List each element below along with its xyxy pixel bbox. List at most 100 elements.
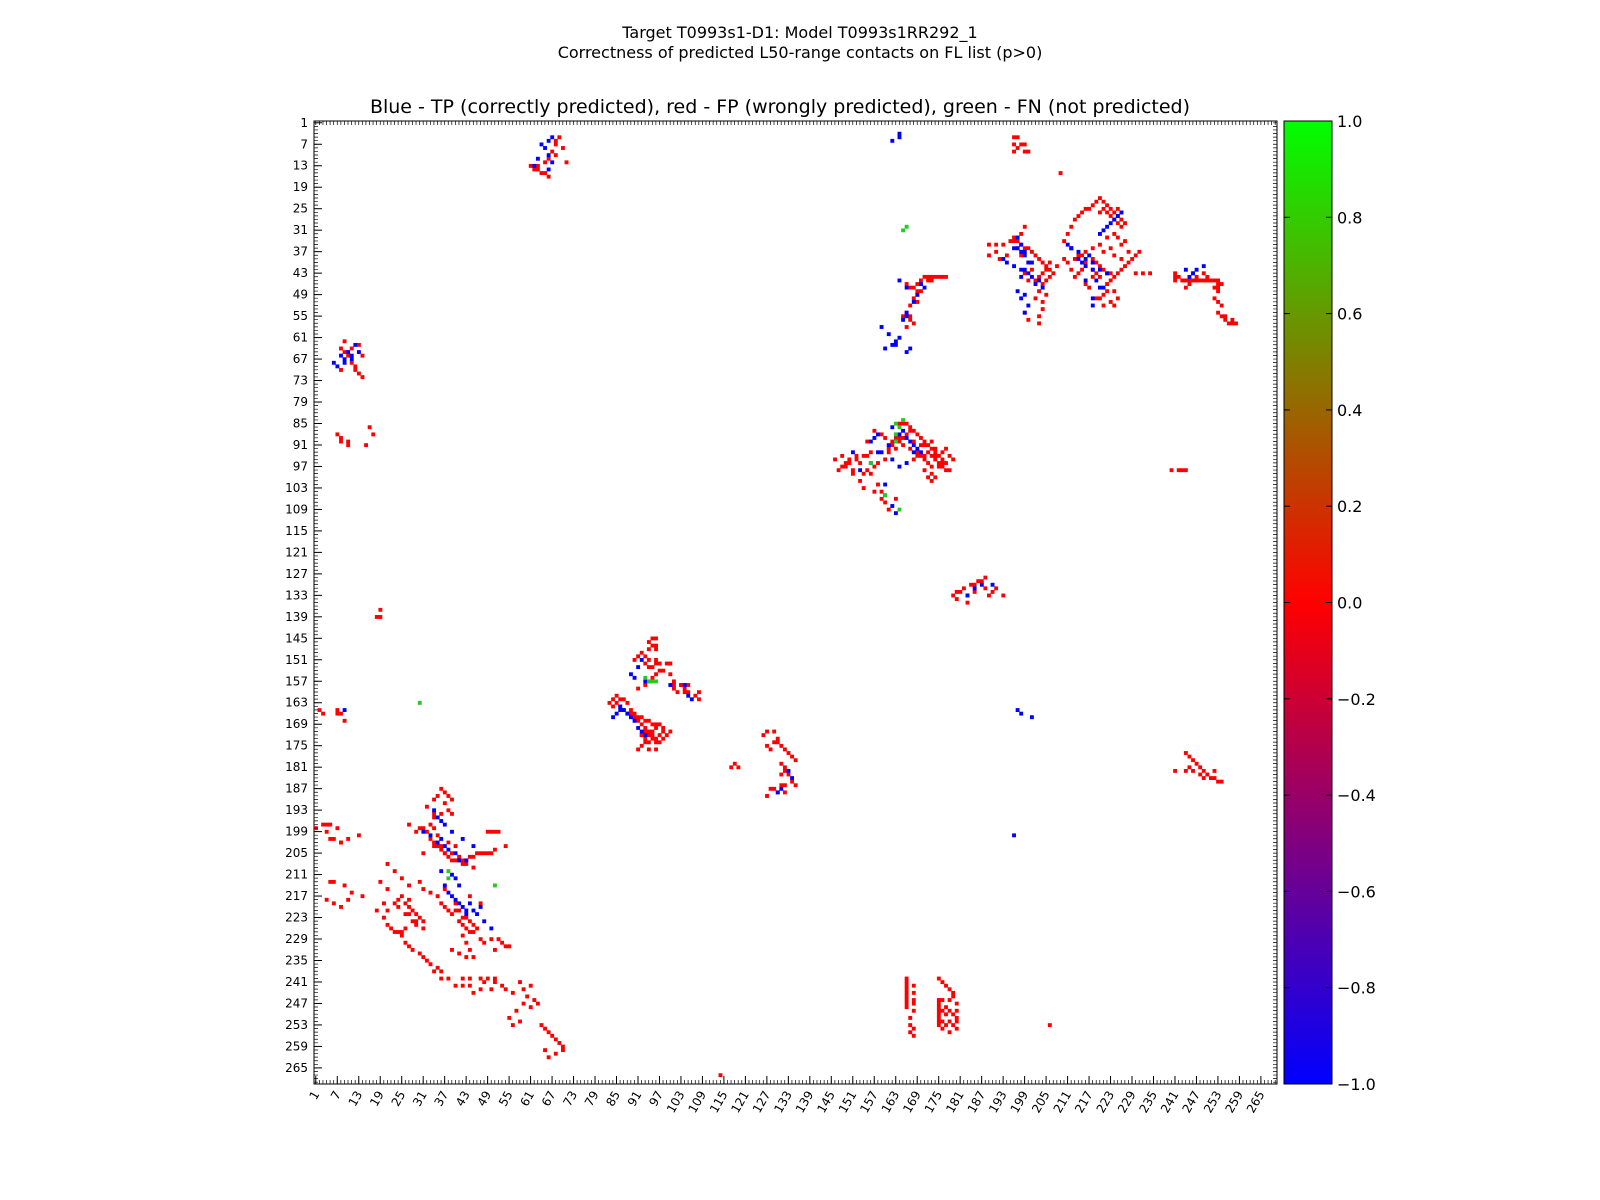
contact-cell-fp [514,1008,519,1013]
contact-cell-tp [872,436,877,440]
contact-cell-fp [657,740,662,745]
contact-cell-fp [632,657,637,662]
contact-cell-fp [911,296,916,301]
contact-cell-fp [435,844,440,849]
contact-cell-fp [843,464,848,469]
contact-cell-fp [944,983,948,988]
contact-cell-fp [994,242,999,247]
contact-cell-fp [1033,253,1038,258]
contact-cell-fp [435,833,440,838]
contact-cell-fp [417,879,422,884]
contact-cell-tp [1037,278,1042,283]
contact-cell-fp [850,468,855,473]
contact-cell-fp [929,446,934,451]
contact-cell-tp [886,443,891,448]
contact-cell-fp [1098,242,1102,247]
contact-cell-tp [1098,231,1102,236]
contact-cell-fn [868,461,873,465]
contact-cell-fp [478,901,483,906]
contact-cell-fp [321,711,326,716]
contact-cell-fp [1212,285,1217,290]
contact-cell-fp [1065,260,1070,265]
contact-cell-tp [1069,246,1074,251]
contact-cell-fp [1201,278,1206,283]
contact-cell-fp [940,980,945,985]
contact-cell-fp [893,496,898,501]
contact-cell-fp [417,826,422,831]
contact-cell-fp [929,278,934,283]
contact-cell-fp [904,1001,909,1006]
contact-cell-fp [1072,257,1077,261]
contact-cell-fp [557,1041,562,1045]
contact-cell-fp [1062,239,1067,244]
contact-cell-fp [1115,235,1120,240]
contact-cell-fp [1101,292,1106,297]
contact-cell-fp [675,690,680,695]
contact-cell-tp [908,346,913,351]
contact-cell-fp [897,439,902,444]
contact-cell-fp [378,879,383,884]
contact-cell-fp [460,922,465,927]
contact-cell-tp [682,683,687,687]
contact-cell-fp [1216,282,1221,286]
contact-cell-fp [1108,271,1113,276]
contact-cell-fp [1098,196,1102,201]
contact-cell-fp [1012,149,1016,154]
contact-cell-fp [843,461,848,465]
contact-cell-tp [435,840,440,845]
contact-cell-fp [947,453,952,458]
contact-cells [314,131,1238,1078]
contact-cell-fp [1198,278,1203,283]
contact-cell-fp [1115,296,1120,301]
contact-cell-fp [994,586,999,591]
contact-cell-fp [901,421,905,426]
contact-cell-tp [450,894,454,899]
x-tick-label: 151 [836,1089,860,1116]
contact-cell-fp [936,1023,941,1028]
contact-cell-fp [936,1001,941,1006]
contact-cell-tp [335,364,340,369]
contact-cell-fp [360,894,365,899]
contact-cell-fp [1040,282,1045,286]
y-tick-label: 223 [285,911,308,925]
contact-cell-tp [897,335,902,340]
y-tick-label: 67 [293,352,308,366]
contact-cell-fp [629,708,633,712]
contact-cell-fp [643,661,648,666]
contact-cell-fp [915,432,920,437]
contact-cell-fp [911,983,916,988]
contact-cell-fp [611,704,616,709]
contact-cell-fp [646,747,651,752]
contact-cell-tp [1187,274,1192,279]
contact-cell-fp [335,826,340,831]
contact-cell-fp [1180,278,1185,283]
contact-cell-fp [346,897,351,902]
contact-cell-tp [1080,260,1084,265]
contact-cell-fp [765,743,769,748]
contact-cell-fp [861,471,866,476]
contact-cell-fp [915,453,920,458]
contact-cell-fp [339,905,343,909]
contact-cell-fn [446,876,451,881]
x-tick-label: 37 [432,1089,452,1109]
contact-cell-fp [421,955,426,959]
contact-cell-fp [421,926,426,931]
contact-cell-fp [453,908,458,913]
contact-cell-tp [1012,833,1016,838]
contact-cell-fp [539,1023,544,1028]
contact-cell-fp [489,987,494,992]
contact-cell-fp [879,489,884,494]
contact-cell-fp [561,1044,565,1049]
contact-cell-fp [432,844,437,849]
contact-cell-fp [532,998,537,1002]
contact-cell-fp [650,643,655,648]
contact-cell-fp [1119,224,1124,229]
y-tick-label: 133 [285,588,308,602]
contact-cell-fp [947,1008,952,1013]
contact-cell-fp [879,496,884,501]
contact-cell-fp [553,142,558,147]
contact-cell-fp [410,919,415,924]
contact-cell-fp [1022,149,1027,154]
contact-cell-fp [450,858,454,863]
contact-cell-fp [682,690,687,695]
